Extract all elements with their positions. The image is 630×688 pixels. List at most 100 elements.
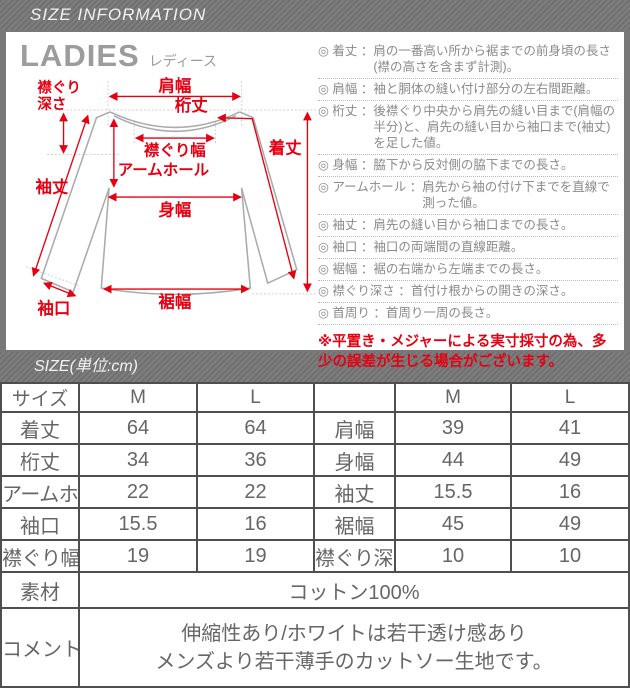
header-cell-m-right: M xyxy=(394,382,512,413)
size-table-header-bar: SIZE(単位:cm) xyxy=(0,352,630,382)
value-cell: 19 xyxy=(78,539,198,573)
row-label: 桁丈 xyxy=(0,443,80,477)
legend-term: 袖丈 xyxy=(332,218,358,232)
material-value: コットン100% xyxy=(78,571,630,609)
size-unit-label: SIZE(単位:cm) xyxy=(34,358,138,375)
legend-term: アームホール xyxy=(332,180,407,194)
legend-bullet: ◎ xyxy=(318,104,333,118)
value-cell: 19 xyxy=(196,539,315,573)
legend-desc: 脇下から反対側の脇下までの長さ。 xyxy=(373,158,574,172)
brand-ladies-sub-label: レディース xyxy=(148,53,218,69)
legend-term: 身幅 xyxy=(332,158,358,172)
sodetake-label: 袖丈 xyxy=(35,177,68,196)
legend-colon: ： xyxy=(406,180,423,194)
legend-desc: 肩先から袖の付け下までを直線で測った値。 xyxy=(422,180,610,210)
kitake-label: 着丈 xyxy=(268,139,302,158)
legend-item-kubimawari: ◎ 首周り ： 首周り一周の長さ。 xyxy=(318,303,618,325)
sodetake-arrow xyxy=(31,114,90,277)
row-label: アームホール xyxy=(0,475,80,509)
legend-item-katahaba: ◎ 肩幅 ： 袖と胴体の縫い付け部分の左右間距離。 xyxy=(318,79,618,101)
table-row: 袖口 15.5 16 裾幅 45 49 xyxy=(0,507,630,541)
table-row: アームホール 22 22 袖丈 15.5 16 xyxy=(0,475,630,509)
legend-desc: 裾の右端から左端までの長さ。 xyxy=(373,262,549,276)
table-row: 着丈 64 64 肩幅 39 41 xyxy=(0,411,630,445)
header-cell-m-left: M xyxy=(78,382,198,413)
guide-lines xyxy=(25,80,319,295)
legend-item-sodetake: ◎ 袖丈 ： 肩先の縫い目から袖口までの長さ。 xyxy=(318,215,618,237)
legend-bullet: ◎ xyxy=(318,82,333,96)
info-panel: LADIES レディース xyxy=(0,30,630,370)
measurement-labels: 襟ぐり 深さ 肩幅 桁丈 襟ぐり幅 アームホール 着丈 袖丈 身幅 袖口 裾幅 xyxy=(35,77,302,319)
katahaba-label: 肩幅 xyxy=(158,77,191,96)
legend-bullet: ◎ xyxy=(318,262,333,276)
mihaba-label: 身幅 xyxy=(158,200,191,219)
legend-bullet: ◎ xyxy=(318,240,333,254)
legend-item-yukitake: ◎ 桁丈 ： 後襟ぐり中央から肩先の縫い目まで(肩幅の半分)と、肩先の縫い目から… xyxy=(318,101,618,155)
diagram-column: LADIES レディース xyxy=(6,32,319,350)
legend-desc: 袖と胴体の縫い付け部分の左右間距離。 xyxy=(373,82,599,96)
eriguri-haba-label: 襟ぐり幅 xyxy=(144,140,206,159)
header-cell-l-right: L xyxy=(510,382,630,413)
value-cell: 34 xyxy=(78,443,198,477)
row-label: 着丈 xyxy=(0,411,80,445)
legend-term: 肩幅 xyxy=(332,82,358,96)
legend-colon: ： xyxy=(357,44,374,58)
info-panel-inner: LADIES レディース xyxy=(6,32,624,370)
row-label: 身幅 xyxy=(313,443,396,477)
row-label: 袖口 xyxy=(0,507,80,541)
legend-item-mihaba: ◎ 身幅 ： 脇下から反対側の脇下までの長さ。 xyxy=(318,155,618,177)
row-label: 襟ぐり幅 xyxy=(0,539,80,573)
legend-colon: ： xyxy=(357,240,374,254)
value-cell: 64 xyxy=(196,411,315,445)
legend-colon: ： xyxy=(369,306,386,320)
value-cell: 15.5 xyxy=(394,475,512,509)
legend-item-susohaba: ◎ 裾幅 ： 裾の右端から左端までの長さ。 xyxy=(318,259,618,281)
yukitake-arrow xyxy=(217,113,297,280)
row-label: 袖丈 xyxy=(313,475,396,509)
row-label: 肩幅 xyxy=(313,411,396,445)
value-cell: 41 xyxy=(510,411,630,445)
legend-item-kitake: ◎ 着丈 ： 肩の一番高い所から裾までの前身頃の長さ(襟の高さを含まず計測)。 xyxy=(318,41,618,79)
header-cell-empty xyxy=(313,382,396,413)
row-label: 裾幅 xyxy=(313,507,396,541)
row-label: 襟ぐり深さ xyxy=(313,539,396,573)
value-cell: 16 xyxy=(510,475,630,509)
legend-desc: 肩先の縫い目から袖口までの長さ。 xyxy=(373,218,574,232)
legend-bullet: ◎ xyxy=(318,218,333,232)
value-cell: 16 xyxy=(196,507,315,541)
value-cell: 36 xyxy=(196,443,315,477)
legend-item-sodeguchi: ◎ 袖口 ： 袖口の両端間の直線距離。 xyxy=(318,237,618,259)
legend-colon: ： xyxy=(394,284,411,298)
legend-bullet: ◎ xyxy=(318,158,333,172)
value-cell: 64 xyxy=(78,411,198,445)
yukitake-label: 桁丈 xyxy=(175,96,208,115)
page-title: SIZE INFORMATION xyxy=(30,5,207,24)
garment-measurement-diagram: 襟ぐり 深さ 肩幅 桁丈 襟ぐり幅 アームホール 着丈 袖丈 身幅 袖口 裾幅 xyxy=(25,77,319,319)
value-cell: 22 xyxy=(196,475,315,509)
legend-term: 首周り xyxy=(332,306,370,320)
table-header-row: サイズ M L M L xyxy=(0,382,630,413)
value-cell: 10 xyxy=(394,539,512,573)
legend-bullet: ◎ xyxy=(318,306,333,320)
brand-heading: LADIES レディース xyxy=(20,38,318,74)
table-row: 襟ぐり幅 19 19 襟ぐり深さ 10 10 xyxy=(0,539,630,573)
sodeguchi-label: 袖口 xyxy=(37,299,70,318)
legend-desc: 肩の一番高い所から裾までの前身頃の長さ(襟の高さを含まず計測)。 xyxy=(373,44,611,74)
value-cell: 49 xyxy=(510,507,630,541)
legend-colon: ： xyxy=(357,158,374,172)
susohaba-label: 裾幅 xyxy=(158,292,191,311)
legend-colon: ： xyxy=(357,218,374,232)
legend-term: 着丈 xyxy=(332,44,358,58)
value-cell: 49 xyxy=(510,443,630,477)
legend-colon: ： xyxy=(357,82,374,96)
eriguri-fukasa-label-line2: 深さ xyxy=(37,95,66,113)
legend-term: 裾幅 xyxy=(332,262,358,276)
comment-label: コメント xyxy=(0,607,80,688)
material-row: 素材 コットン100% xyxy=(0,571,630,609)
material-label: 素材 xyxy=(0,571,80,609)
brand-ladies-label: LADIES xyxy=(20,38,140,73)
comment-value: 伸縮性あり/ホワイトは若干透け感あり メンズより若干薄手のカットソー生地です。 xyxy=(78,607,630,688)
comment-line: メンズより若干薄手のカットソー生地です。 xyxy=(155,650,553,673)
legend-bullet: ◎ xyxy=(318,284,333,298)
value-cell: 22 xyxy=(78,475,198,509)
